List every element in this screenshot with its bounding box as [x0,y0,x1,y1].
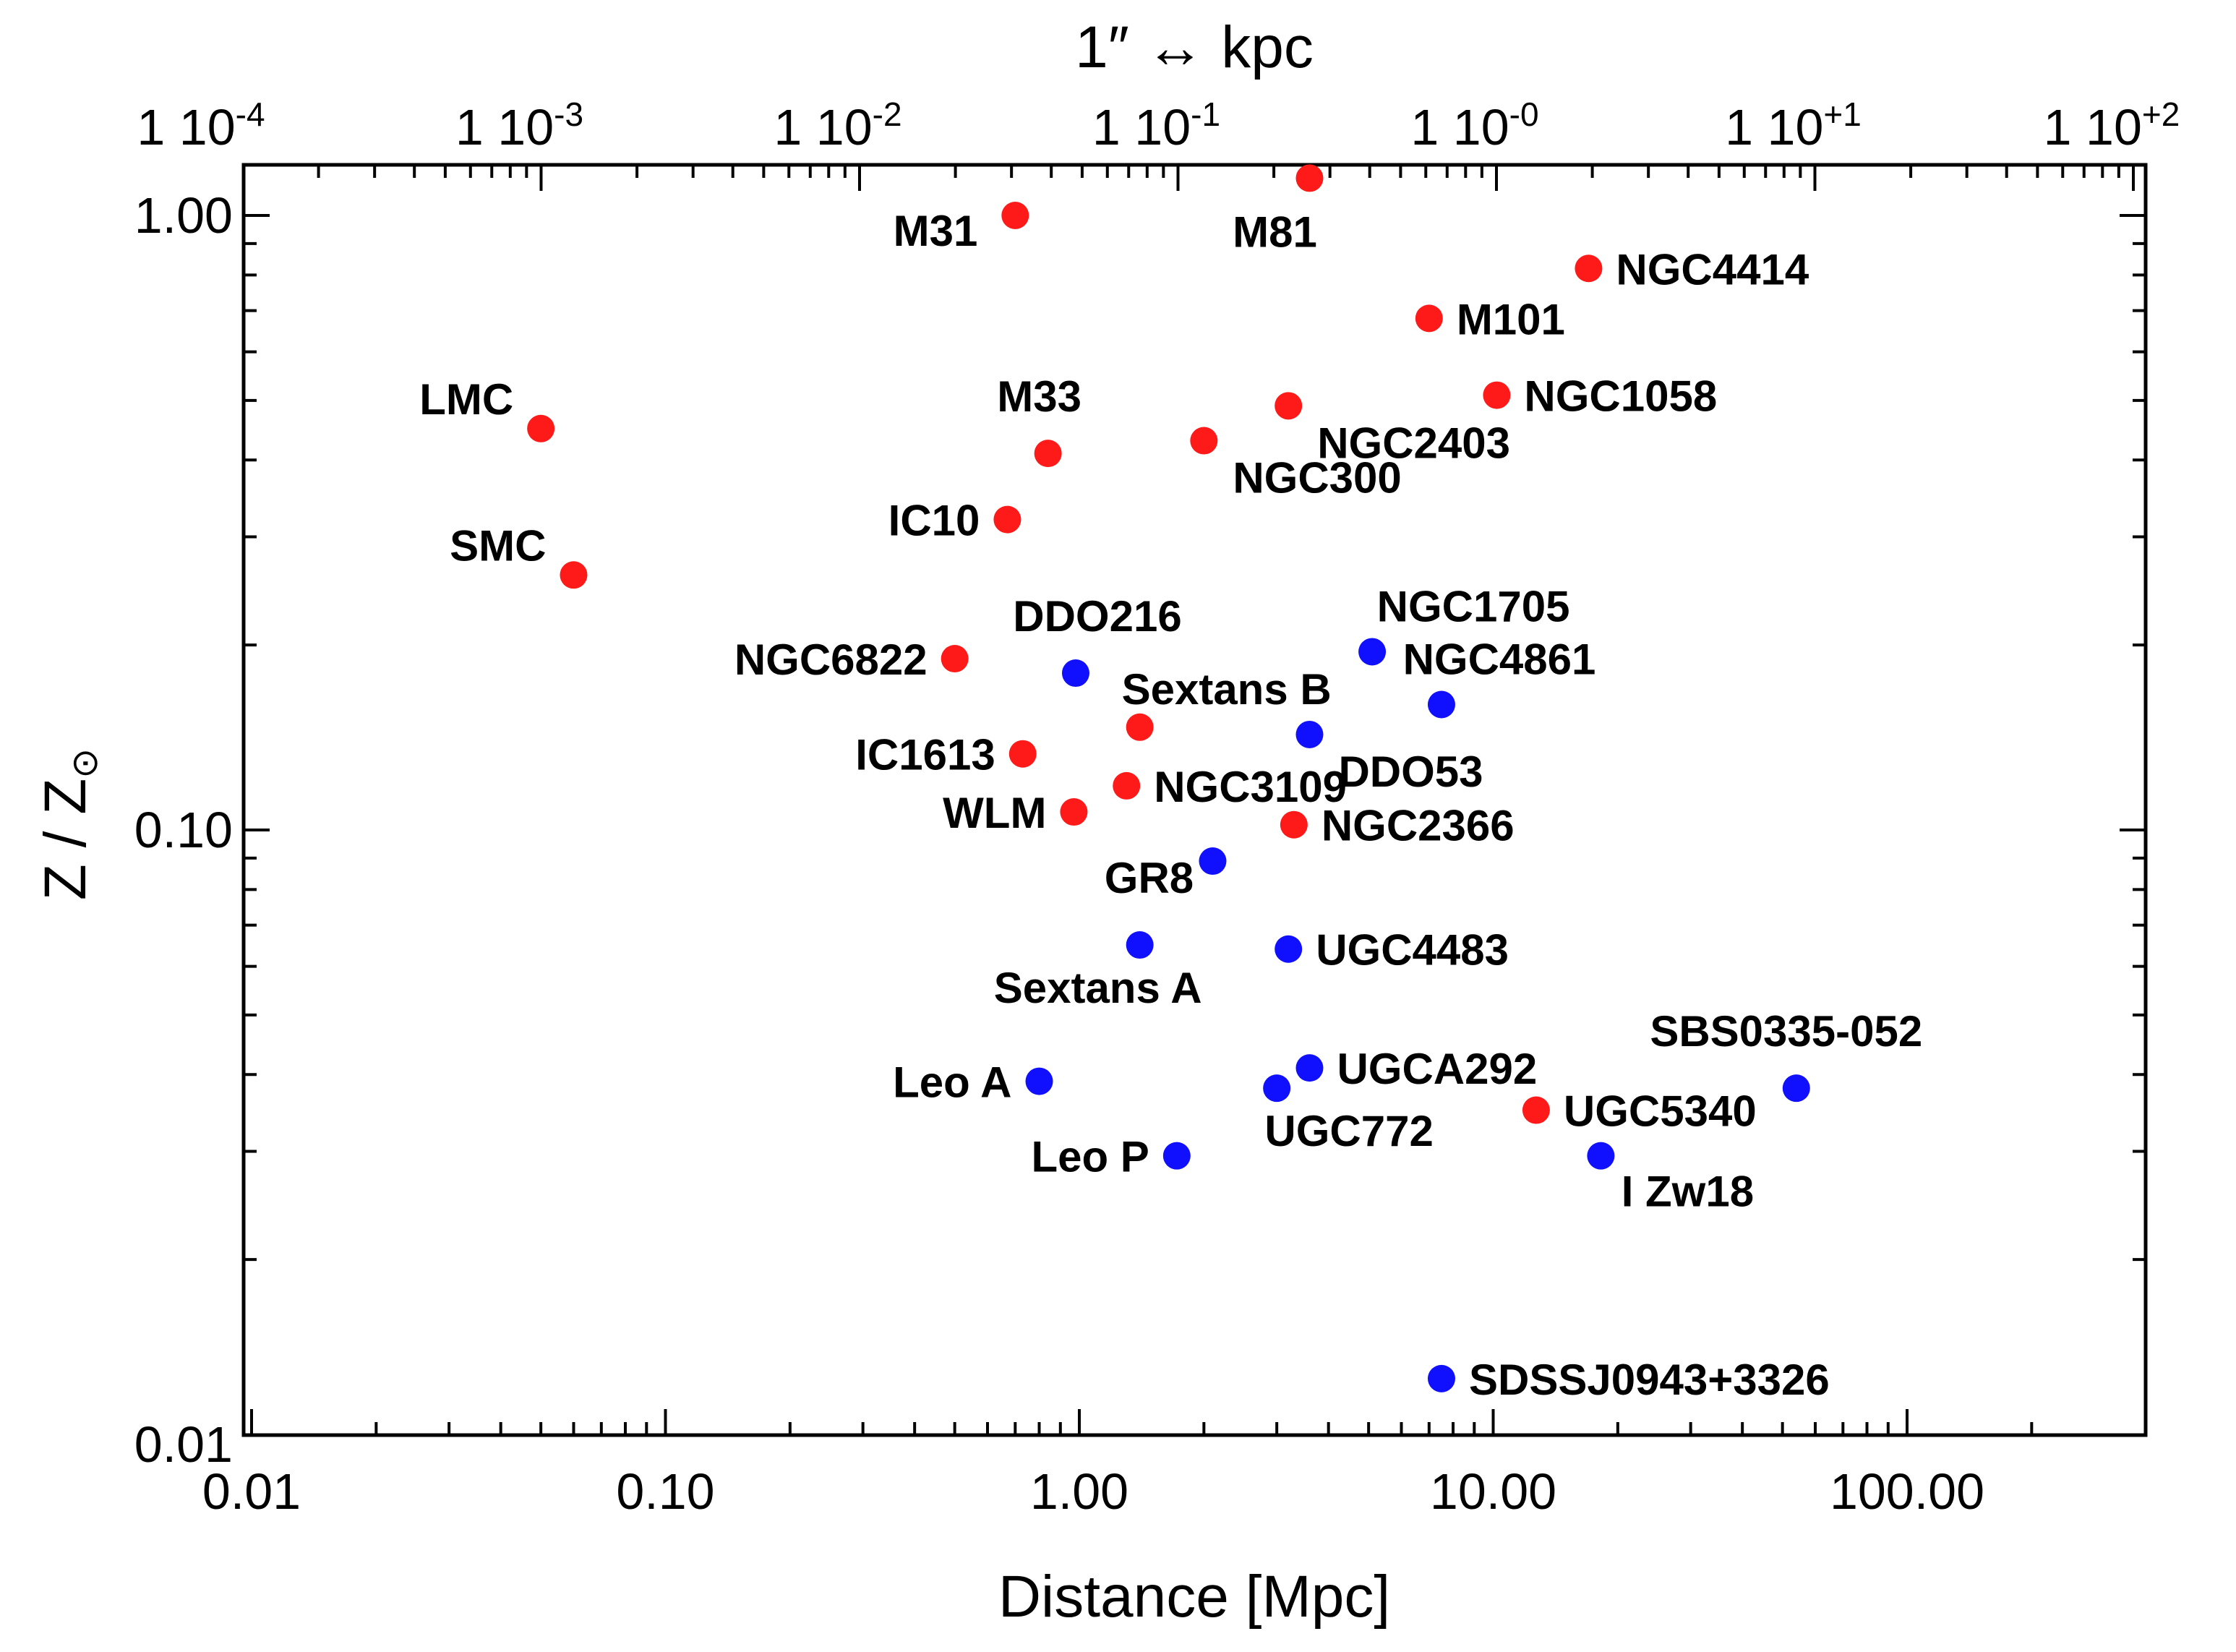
data-point [993,505,1021,534]
data-point [1275,392,1303,420]
data-point [560,561,588,589]
top-tick-exponent: -4 [236,95,265,133]
data-point-label: UGC772 [1264,1107,1433,1155]
data-point [1575,254,1603,283]
x-tick-label: 100.00 [1830,1463,1984,1520]
top-tick-label: 1 10-4 [137,95,265,155]
top-tick-label: 1 10-1 [1092,95,1220,155]
x-axis-title: Distance [Mpc] [998,1564,1390,1630]
y-axis-title: Z / Z⊙ [33,748,105,900]
tick-labels: 0.01 0.10 1.00 10.00 100.00 0.01 0.10 1.00 1 10-… [134,95,2180,1520]
y-tick-label: 0.10 [134,802,233,858]
data-point [1427,690,1455,719]
data-point-label: SMC [450,521,546,570]
data-point [1190,427,1218,455]
data-point-label: WLM [943,789,1046,837]
data-point-label: IC10 [888,497,980,545]
data-point [1587,1142,1615,1170]
data-point-label: UGCA292 [1337,1045,1537,1093]
x-tick-label: 0.01 [202,1463,301,1520]
data-point [1295,720,1324,748]
data-point [1483,381,1511,409]
data-point-label: M81 [1233,207,1317,256]
top-tick-label: 1 10-3 [455,95,583,155]
data-point [1126,931,1154,959]
data-point-label: SBS0335-052 [1650,1007,1922,1056]
data-point-label: I Zw18 [1622,1168,1754,1216]
data-point [527,414,555,442]
data-point-label: M31 [894,207,978,255]
data-point [941,645,969,673]
data-point-label: NGC6822 [734,635,928,684]
data-point [1280,810,1308,839]
data-point-label: NGC2403 [1317,419,1510,467]
data-point [1025,1067,1053,1095]
data-point-label: UGC4483 [1316,926,1509,975]
data-point [1001,202,1029,229]
axis-ticks [244,165,2146,1435]
data-point-label: GR8 [1105,854,1194,902]
data-point-label: Sextans A [994,964,1202,1012]
data-point-label: SDSSJ0943+3326 [1469,1356,1830,1404]
data-point-label: M33 [997,372,1081,421]
y-axis-title-subscript: ⊙ [64,748,105,779]
data-point [1522,1096,1550,1124]
data-point [1008,740,1037,768]
data-point-label: DDO216 [1013,592,1181,641]
data-point [1113,771,1141,800]
top-tick-label: 1 10-2 [774,95,901,155]
data-point [1199,847,1227,876]
data-point [1358,638,1387,666]
y-axis-title-group: Z / Z⊙ [33,748,105,900]
data-point-label: NGC4861 [1403,635,1596,683]
plot-frame [241,163,2148,1437]
data-point-label: NGC4414 [1616,245,1809,294]
data-point-label: DDO53 [1338,748,1483,796]
y-tick-label: 1.00 [134,187,233,244]
data-point-label: NGC3109 [1154,763,1347,811]
x-tick-label: 0.10 [616,1463,714,1520]
top-tick-label: 1 10-0 [1410,95,1538,155]
top-tick-exponent: +2 [2142,95,2180,133]
data-point [1275,935,1303,963]
data-point-label: Leo A [893,1058,1011,1107]
data-point [1427,1364,1455,1392]
data-point [1415,304,1443,333]
data-point-label: NGC1058 [1524,372,1717,421]
data-point [1782,1074,1810,1103]
top-tick-exponent: -1 [1191,95,1220,133]
y-axis-title-main: Z / Z [33,779,98,901]
top-tick-exponent: -2 [873,95,902,133]
data-point [1061,659,1089,688]
x-tick-label: 1.00 [1030,1463,1128,1520]
data-point-label: NGC2366 [1322,802,1515,850]
data-point-label: IC1613 [855,731,995,779]
top-axis-title: 1″ ↔ kpc [1075,14,1314,80]
data-point-label: NGC1705 [1377,582,1570,630]
data-point-label: LMC [419,375,513,424]
data-point [1295,164,1324,192]
top-tick-exponent: +1 [1823,95,1861,133]
top-tick-exponent: -0 [1509,95,1539,133]
data-points [527,164,1810,1392]
data-point-label: UGC5340 [1564,1087,1757,1136]
data-point-label: NGC300 [1233,454,1401,502]
top-tick-label: 1 10+2 [2044,95,2180,155]
data-point-label: M101 [1457,295,1565,343]
y-tick-label: 0.01 [134,1416,233,1473]
top-tick-label: 1 10+1 [1725,95,1862,155]
data-point [1034,440,1062,468]
data-point [1295,1054,1324,1082]
data-point [1263,1074,1291,1103]
top-tick-exponent: -3 [554,95,583,133]
data-point-label: Leo P [1031,1133,1149,1181]
data-point [1126,713,1154,741]
data-point [1162,1142,1191,1170]
x-tick-label: 10.00 [1430,1463,1556,1520]
data-point [1060,798,1088,826]
data-point-label: Sextans B [1122,665,1332,714]
